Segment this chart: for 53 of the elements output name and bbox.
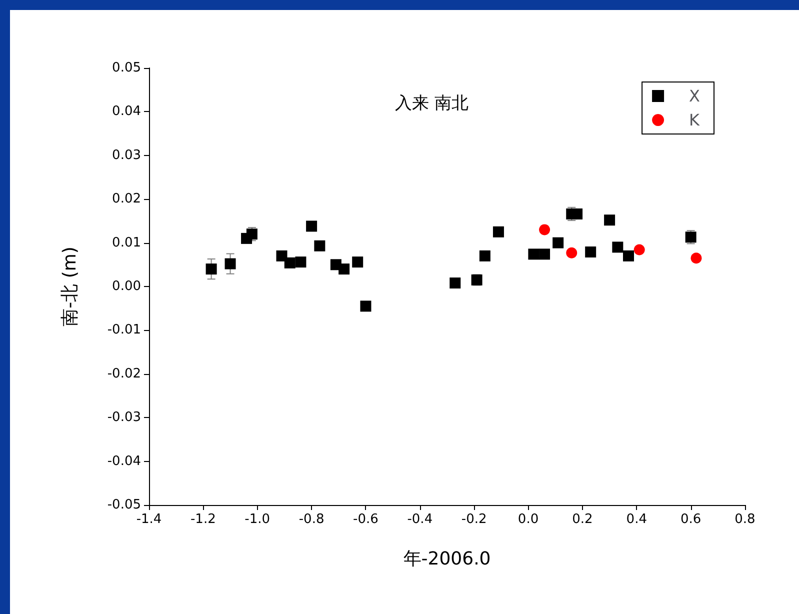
y-tick-label: 0.05 <box>112 60 141 76</box>
point <box>276 250 288 262</box>
x-tick-label: 0.6 <box>680 512 702 527</box>
point <box>604 214 616 226</box>
point <box>352 256 364 268</box>
y-tick-label: -0.02 <box>107 366 141 382</box>
x-tick-label: 0.0 <box>518 512 539 527</box>
point <box>623 250 634 262</box>
point <box>585 246 596 258</box>
point <box>338 264 350 275</box>
y-tick-label: -0.03 <box>107 410 141 426</box>
y-tick-label: -0.01 <box>107 322 141 338</box>
point <box>539 224 550 236</box>
y-tick-label: 0.00 <box>112 279 141 294</box>
x-tick-label: 0.4 <box>626 512 647 527</box>
point <box>295 256 306 268</box>
point <box>284 257 296 268</box>
x-tick-label: 0.2 <box>572 512 593 527</box>
y-tick-label: 0.02 <box>112 192 141 207</box>
y-axis-title: 南-北 (m) <box>60 246 80 326</box>
x-tick-label: -0.2 <box>461 512 487 527</box>
y-tick-label: -0.05 <box>107 498 141 512</box>
point <box>552 237 564 248</box>
y-tick-label: 0.03 <box>112 148 141 163</box>
x-tick-label: -0.8 <box>298 512 324 527</box>
point <box>612 242 624 253</box>
point <box>206 264 217 275</box>
point <box>360 300 372 312</box>
legend-label: K <box>689 110 700 130</box>
point <box>306 220 318 232</box>
x-tick-label: 0.8 <box>734 512 756 527</box>
point <box>634 244 645 256</box>
x-tick-label: -1.0 <box>244 512 270 527</box>
x-tick-label: -1.4 <box>136 512 162 527</box>
point <box>572 208 583 220</box>
point <box>450 278 461 289</box>
x-tick-label: -0.6 <box>353 512 378 527</box>
point <box>314 240 326 252</box>
x-tick-label: -1.2 <box>190 512 216 527</box>
y-tick-label: 0.04 <box>112 104 141 120</box>
point <box>492 226 504 238</box>
point <box>479 250 490 262</box>
legend-label: X <box>689 86 700 106</box>
point <box>528 248 540 260</box>
text: 入来 南北 <box>395 94 468 114</box>
point <box>690 252 702 264</box>
point <box>539 248 550 260</box>
x-tick-label: -0.4 <box>407 512 433 527</box>
y-tick-label: 0.01 <box>112 235 141 250</box>
x-axis-title: 年-2006.0 <box>403 548 491 570</box>
point <box>224 258 236 270</box>
point <box>566 247 578 258</box>
y-tick-label: -0.04 <box>107 454 141 469</box>
